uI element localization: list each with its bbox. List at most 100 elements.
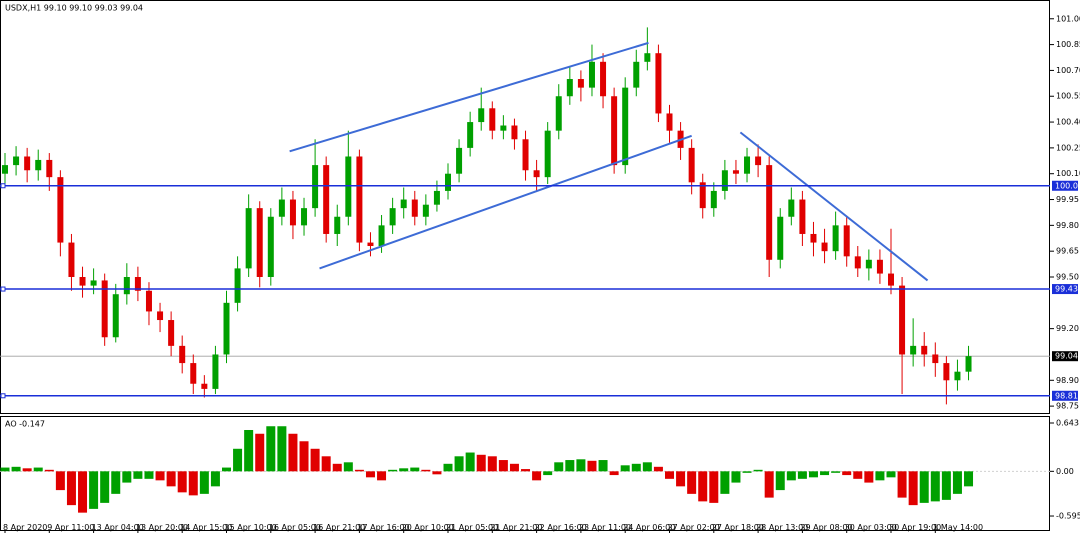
- ao-bar: [820, 471, 830, 476]
- candle-body: [422, 204, 429, 217]
- candle-body: [190, 363, 197, 384]
- candle-body: [943, 363, 950, 381]
- ao-bar: [831, 471, 841, 473]
- x-tick-label: 8 Apr 2020: [3, 523, 47, 532]
- candle-body: [655, 53, 662, 114]
- ao-bar: [288, 433, 298, 472]
- ao-bar: [653, 466, 663, 472]
- x-tick-label: 28 Apr 13:00: [756, 523, 808, 532]
- ao-bar: [78, 471, 88, 513]
- candle-body: [334, 216, 341, 234]
- ao-bar: [166, 471, 176, 487]
- ao-bar: [775, 471, 785, 491]
- candle-body: [865, 259, 872, 269]
- ao-bar: [941, 471, 951, 500]
- ao-bar: [853, 471, 863, 479]
- candle-body: [710, 190, 717, 209]
- x-tick-label: 21 Apr 05:00: [446, 523, 498, 532]
- ao-bar: [66, 471, 76, 506]
- candle-body: [289, 199, 296, 226]
- ao-bar: [177, 471, 187, 493]
- candle-body: [611, 96, 618, 166]
- ao-bar: [55, 471, 65, 491]
- ao-bar: [332, 463, 342, 472]
- candle-body: [810, 233, 817, 243]
- ao-bar: [897, 471, 907, 498]
- ao-bar: [631, 463, 641, 472]
- ao-bar: [89, 471, 99, 509]
- candle-body: [511, 125, 518, 140]
- x-tick-label: 9 Apr 11:00: [47, 523, 94, 532]
- x-tick-label: 29 Apr 08:00: [800, 523, 852, 532]
- candle-body: [389, 208, 396, 226]
- candle-body: [478, 108, 485, 123]
- candle-body: [433, 190, 440, 205]
- ao-bar: [22, 468, 32, 472]
- x-tick-label: 13 Apr 04:00: [92, 523, 144, 532]
- candle-body: [2, 165, 8, 174]
- candle-body: [456, 147, 463, 174]
- candle-body: [24, 156, 31, 171]
- ao-bar: [210, 471, 220, 487]
- candle-body: [821, 242, 828, 252]
- ao-bar: [886, 471, 896, 478]
- ao-bar: [399, 468, 409, 472]
- x-tick-label: 21 Apr 21:00: [490, 523, 542, 532]
- trend-line: [739, 131, 929, 282]
- y-tick-label: 100.70: [1056, 66, 1080, 75]
- candle-body: [600, 61, 607, 97]
- chart-header: USDX,H1 99.10 99.10 99.03 99.04: [5, 4, 143, 13]
- candle-body: [533, 170, 540, 178]
- x-tick-label: 1 May 14:00: [933, 523, 983, 532]
- ao-bar: [410, 467, 420, 472]
- ao-y-tick-label: 0.643: [1056, 419, 1079, 428]
- ao-bar: [354, 469, 364, 472]
- candle-body: [201, 383, 208, 389]
- level-label-bg: [1052, 284, 1078, 295]
- x-tick-label: 16 Apr 21:00: [313, 523, 365, 532]
- candle-body: [644, 53, 651, 62]
- y-tick-label: 99.80: [1056, 221, 1079, 230]
- ao-bar: [543, 471, 553, 476]
- x-tick-label: 14 Apr 15:00: [180, 523, 232, 532]
- candle-body: [112, 294, 119, 338]
- candle-body: [445, 173, 451, 191]
- ao-bar: [277, 426, 287, 472]
- candle-body: [378, 225, 385, 247]
- level-label-bg: [1052, 390, 1078, 401]
- ao-bar: [222, 467, 231, 472]
- y-tick-label: 101.00: [1056, 14, 1080, 23]
- candle-body: [500, 125, 507, 131]
- last-price-label-bg: [1052, 351, 1078, 362]
- ao-y-tick-label: 0.00: [1056, 467, 1074, 476]
- ao-bar: [188, 471, 198, 496]
- ao-bar: [122, 471, 132, 483]
- candle-body: [788, 199, 795, 217]
- candle-body: [301, 208, 308, 226]
- candle-body: [79, 277, 86, 286]
- level-marker: [0, 286, 6, 292]
- candle-body: [544, 130, 551, 178]
- ao-bar: [919, 471, 929, 503]
- ao-bar: [465, 452, 475, 472]
- candle-body: [411, 199, 418, 217]
- trend-line: [289, 41, 649, 153]
- ao-bar: [509, 463, 519, 472]
- y-tick-label: 100.85: [1056, 40, 1080, 49]
- y-tick-label: 99.50: [1056, 273, 1079, 282]
- ao-bar: [454, 456, 464, 472]
- ao-bar: [698, 471, 708, 502]
- ao-bar: [554, 462, 564, 472]
- x-tick-label: 24 Apr 06:00: [623, 523, 675, 532]
- candle-body: [555, 96, 562, 131]
- trend-line: [319, 134, 692, 270]
- candle-body: [522, 139, 529, 171]
- candle-body: [921, 345, 928, 355]
- ao-bar: [864, 471, 874, 483]
- y-tick-label: 100.10: [1056, 169, 1080, 178]
- candle-body: [932, 354, 939, 364]
- candle-body: [910, 345, 917, 355]
- x-tick-label: 22 Apr 16:00: [535, 523, 587, 532]
- y-tick-label: 99.95: [1056, 195, 1079, 204]
